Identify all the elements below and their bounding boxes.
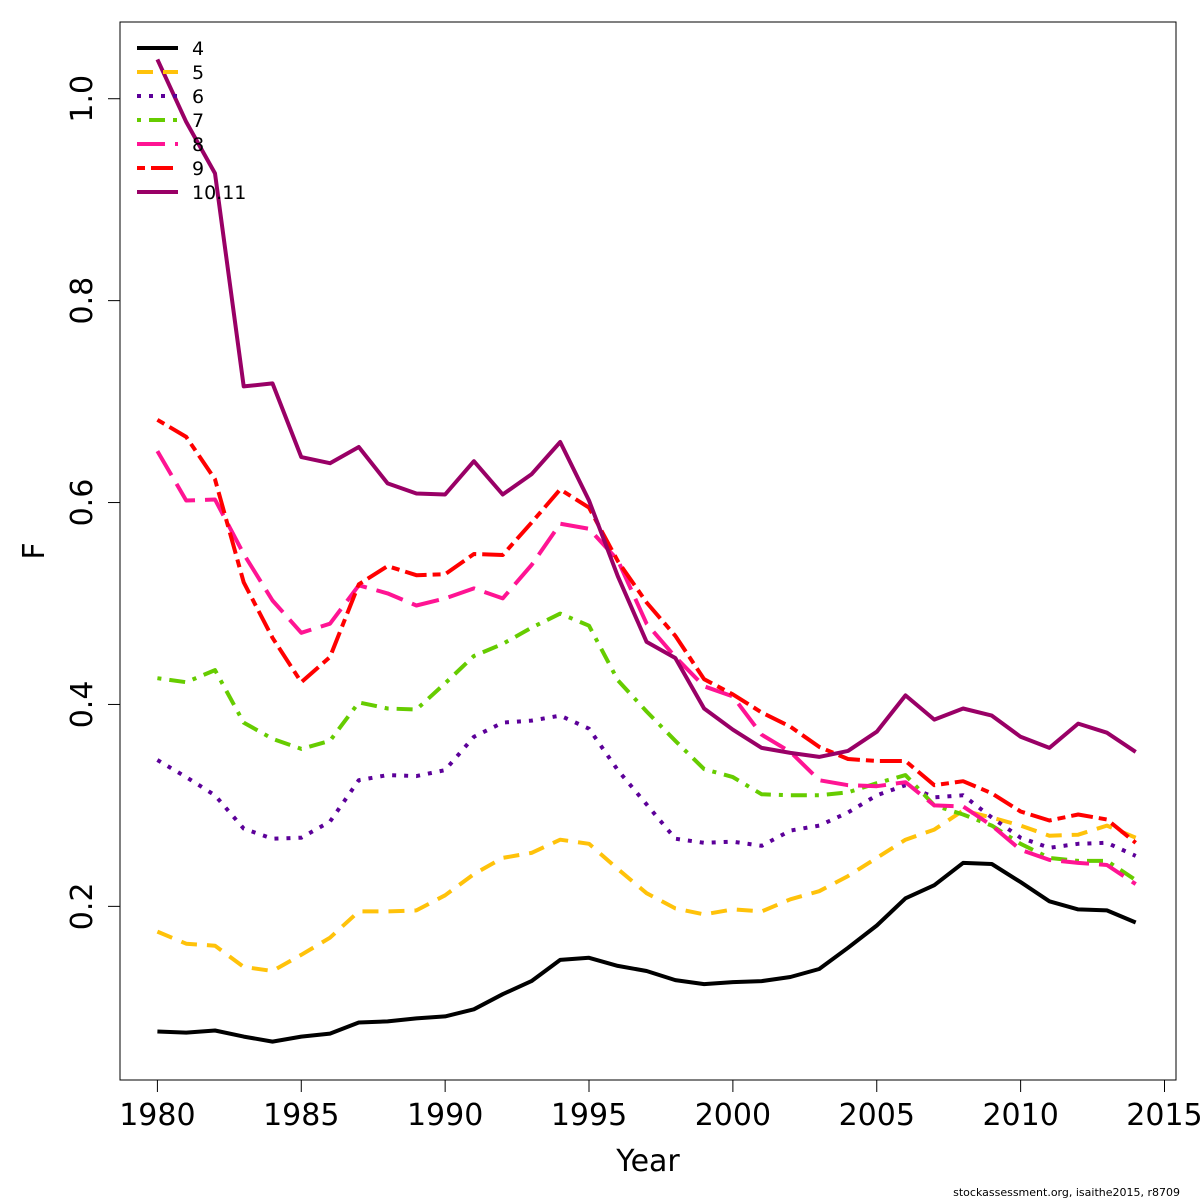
legend-label: 7 (192, 110, 204, 132)
x-tick-label: 2010 (982, 1098, 1058, 1133)
legend-label: 8 (192, 134, 204, 156)
plot-frame (119, 21, 1177, 1081)
legend-label: 9 (192, 158, 204, 180)
x-tick-label: 1980 (119, 1098, 195, 1133)
series-line-8 (155, 450, 1137, 886)
x-tick-label: 1995 (551, 1098, 627, 1133)
x-tick-label: 1990 (407, 1098, 483, 1133)
series-line-6 (156, 713, 1137, 858)
series-line-9 (156, 418, 1137, 845)
x-tick-label: 2015 (1126, 1098, 1200, 1133)
series-line-7 (157, 611, 1137, 882)
series-layer (155, 58, 1137, 1044)
legend-label: 6 (192, 86, 204, 108)
series-line-4 (157, 860, 1137, 1044)
y-tick-label: 1.0 (65, 75, 100, 123)
x-axis: 1980 1985 1990 1995 2000 2005 2010 2015 (119, 1079, 1200, 1133)
series-line-10-11 (155, 58, 1137, 759)
y-axis: 0.2 0.4 0.6 0.8 1.0 (65, 75, 121, 930)
y-tick-label: 0.8 (65, 277, 100, 325)
y-tick-label: 0.4 (65, 681, 100, 729)
legend-label: 4 (192, 38, 204, 60)
x-tick-label: 1985 (263, 1098, 339, 1133)
x-axis-title: Year (615, 1144, 680, 1179)
legend-label: 5 (192, 62, 204, 84)
y-tick-label: 0.6 (65, 479, 100, 527)
legend-label: 10.11 (192, 182, 246, 204)
x-tick-label: 2000 (695, 1098, 771, 1133)
x-tick-label: 2005 (839, 1098, 915, 1133)
y-tick-label: 0.2 (65, 882, 100, 930)
y-axis-title: F (17, 542, 52, 559)
credit-text: stockassessment.org, isaithe2015, r8709 (953, 1186, 1180, 1199)
series-line-5 (156, 808, 1137, 973)
